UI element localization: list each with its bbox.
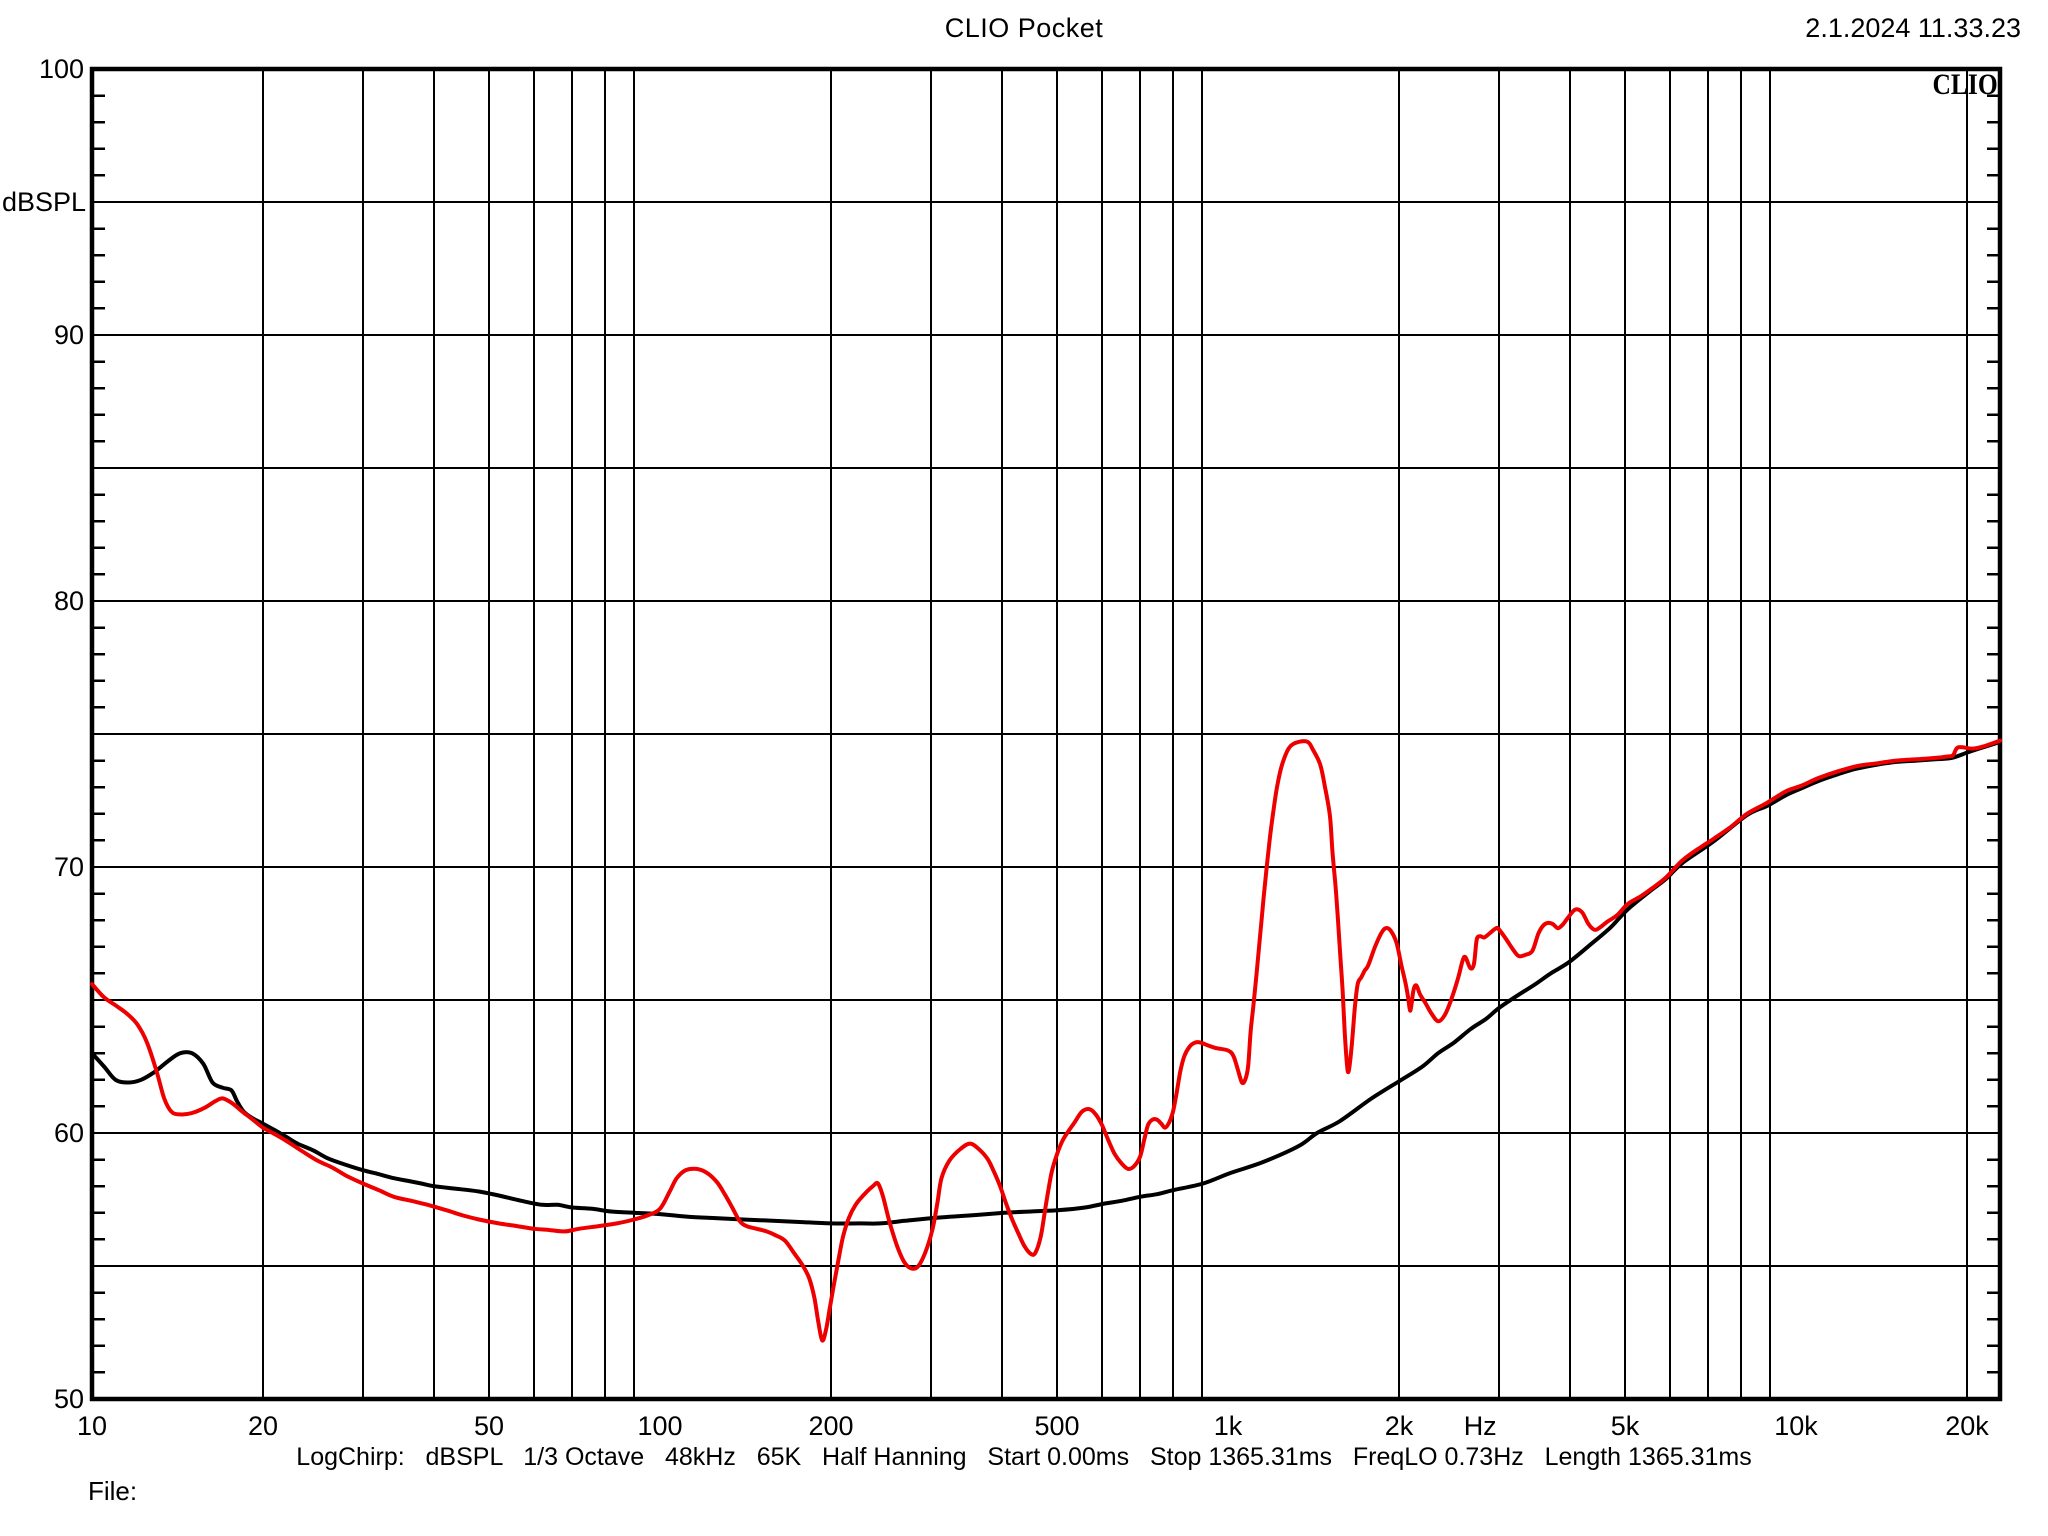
y-axis-tick-label: 70 bbox=[54, 852, 84, 882]
x-axis-tick-label: 10k bbox=[1774, 1411, 1818, 1441]
y-axis-unit-label: dBSPL bbox=[2, 187, 86, 217]
x-axis-tick-label: 200 bbox=[808, 1411, 853, 1441]
x-axis-tick-label: 100 bbox=[637, 1411, 682, 1441]
page-title: CLIO Pocket bbox=[944, 13, 1104, 43]
x-axis-tick-label: 50 bbox=[474, 1411, 504, 1441]
datetime-stamp: 2.1.2024 11.33.23 bbox=[1805, 13, 2021, 43]
measurement-settings: LogChirp: dBSPL 1/3 Octave 48kHz 65K Hal… bbox=[296, 1443, 1752, 1471]
horizontal-gridlines bbox=[92, 201, 2000, 1267]
x-axis-tick-label: 20k bbox=[1945, 1411, 1989, 1441]
plot-border bbox=[89, 66, 2003, 1402]
x-axis-tick-label: 5k bbox=[1611, 1411, 1640, 1441]
clio-logo: CLIO bbox=[1932, 68, 1998, 101]
y-axis-tick-label: 50 bbox=[54, 1384, 84, 1414]
x-axis-tick-label: 1k bbox=[1214, 1411, 1243, 1441]
file-label: File: bbox=[88, 1476, 138, 1506]
x-axis-tick-label: 10 bbox=[77, 1411, 107, 1441]
red-trace bbox=[90, 738, 2003, 1343]
x-axis-tick-label: 2k bbox=[1385, 1411, 1414, 1441]
y-axis-tick-label: 90 bbox=[54, 320, 84, 350]
black-trace bbox=[90, 740, 2003, 1226]
x-axis-tick-label: 20 bbox=[248, 1411, 278, 1441]
y-axis-labels: 100 90 80 70 60 50 bbox=[39, 54, 84, 1414]
y-axis-tick-label: 60 bbox=[54, 1118, 84, 1148]
x-axis-unit-label: Hz bbox=[1464, 1411, 1497, 1441]
y-axis-tick-label: 80 bbox=[54, 586, 84, 616]
x-axis-labels: 10 20 50 100 200 500 1k 2k 5k 10k 20k bbox=[77, 1411, 1989, 1441]
y-axis-tick-label: 100 bbox=[39, 54, 84, 84]
x-axis-tick-label: 500 bbox=[1034, 1411, 1079, 1441]
